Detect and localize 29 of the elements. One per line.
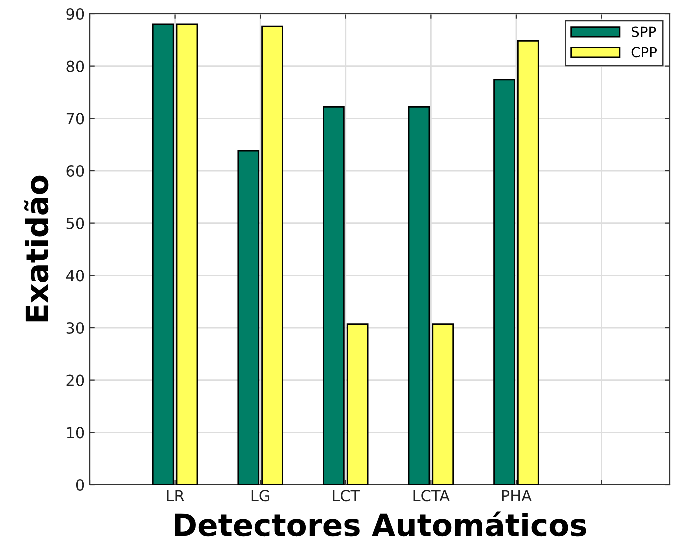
x-axis-title: Detectores Automáticos: [175, 512, 586, 537]
bar: [176, 24, 198, 485]
bar: [517, 40, 540, 485]
y-tick-label: 0: [76, 479, 84, 492]
x-tick-label: LG: [252, 490, 270, 502]
bar: [323, 106, 345, 485]
y-tick-label: 50: [66, 218, 84, 230]
bar: [238, 150, 260, 485]
y-tick-label: 20: [66, 374, 84, 386]
y-tick-label: 70: [66, 113, 84, 125]
bar: [152, 24, 174, 485]
bar: [408, 106, 430, 485]
y-tick-label: 30: [66, 322, 84, 334]
y-tick-label: 60: [66, 165, 84, 178]
y-tick-label: 90: [66, 8, 84, 20]
y-axis-title: Exatidão: [24, 176, 49, 322]
bar: [346, 324, 369, 485]
bar: [432, 324, 454, 485]
y-tick-label: 80: [66, 60, 84, 72]
x-tick-label: LR: [167, 490, 184, 502]
x-tick-label: PHA: [502, 490, 532, 502]
bar: [262, 26, 284, 485]
legend-label: CPP: [632, 47, 658, 58]
y-tick-label: 10: [67, 427, 84, 439]
bar: [494, 79, 516, 485]
legend-label: SPP: [632, 26, 656, 38]
y-tick-label: 40: [66, 270, 84, 282]
x-tick-label: LCTA: [414, 490, 450, 502]
x-tick-label: LCT: [333, 490, 360, 502]
